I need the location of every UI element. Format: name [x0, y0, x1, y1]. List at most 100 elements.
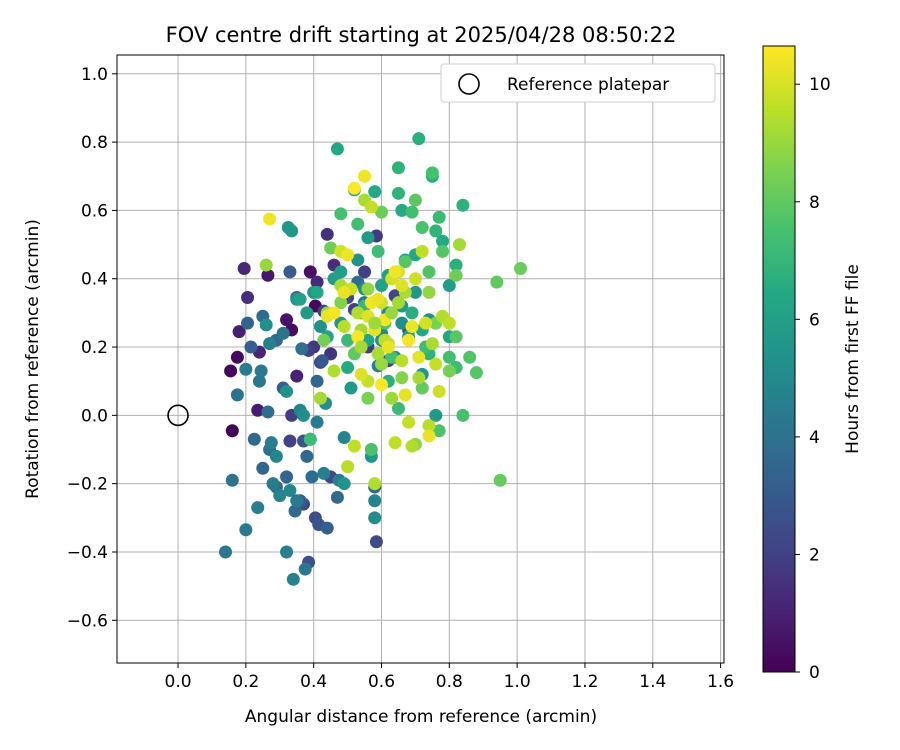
- x-tick-label: 0.4: [300, 672, 327, 692]
- data-point: [358, 169, 372, 183]
- data-point: [449, 330, 463, 344]
- x-axis-ticks: 0.0 0.2 0.4 0.6 0.8 1.0 1.2 1.4 1.6: [165, 663, 734, 692]
- data-point: [361, 391, 375, 405]
- data-point: [251, 501, 265, 515]
- data-point: [300, 306, 314, 320]
- data-point: [285, 224, 299, 238]
- colorbar-label: Hours from first FF file: [843, 264, 863, 454]
- data-point: [358, 265, 372, 279]
- chart-title: FOV centre drift starting at 2025/04/28 …: [166, 23, 677, 47]
- y-axis-ticks: −0.6 −0.4 −0.2 0.0 0.2 0.4 0.6 0.8 1.0: [67, 65, 117, 631]
- data-point: [395, 371, 409, 385]
- data-point: [286, 572, 300, 586]
- data-point: [375, 205, 389, 219]
- x-tick-label: 1.4: [639, 672, 666, 692]
- data-point: [347, 181, 361, 195]
- data-point: [276, 326, 290, 340]
- colorbar-ticks: 0 2 4 6 8 10: [795, 75, 831, 683]
- data-point: [364, 443, 378, 457]
- data-point: [368, 511, 382, 525]
- data-point: [408, 272, 422, 286]
- y-tick-label: 0.4: [81, 270, 108, 290]
- data-point: [266, 477, 280, 491]
- data-point: [225, 473, 239, 487]
- data-point: [442, 350, 456, 364]
- data-point: [456, 408, 470, 422]
- data-point: [351, 217, 365, 231]
- data-point: [391, 296, 405, 310]
- data-point: [241, 316, 255, 330]
- data-point: [317, 466, 331, 480]
- data-point: [341, 333, 355, 347]
- data-point: [261, 268, 275, 282]
- y-tick-label: 0.8: [81, 133, 108, 153]
- data-point: [239, 523, 253, 537]
- colorbar-tick-label: 6: [809, 310, 820, 330]
- data-point: [290, 494, 304, 508]
- y-tick-label: −0.6: [67, 611, 108, 631]
- data-point: [368, 185, 382, 199]
- data-point: [405, 205, 419, 219]
- plot-frame: [116, 54, 725, 664]
- data-point: [395, 279, 409, 293]
- data-point: [381, 340, 395, 354]
- data-point: [341, 460, 355, 474]
- y-tick-label: 0.6: [81, 201, 108, 221]
- data-point: [327, 306, 341, 320]
- data-point: [290, 369, 304, 383]
- data-point: [429, 224, 443, 238]
- data-point: [334, 296, 348, 310]
- data-point: [361, 231, 375, 245]
- data-point: [436, 244, 450, 258]
- data-point: [305, 470, 319, 484]
- data-point: [259, 318, 273, 332]
- data-point: [514, 261, 528, 275]
- colorbar-tick-label: 2: [809, 545, 820, 565]
- data-point: [442, 279, 456, 293]
- colorbar-tick-label: 8: [809, 193, 820, 213]
- data-point: [432, 424, 446, 438]
- data-point: [351, 306, 365, 320]
- data-point: [402, 415, 416, 429]
- data-point: [422, 265, 436, 279]
- y-axis-label: Rotation from reference (arcmin): [23, 219, 43, 499]
- data-point: [490, 275, 504, 289]
- colorbar-tick-label: 10: [809, 75, 831, 95]
- data-point: [398, 255, 412, 269]
- data-point: [375, 378, 389, 392]
- legend-label: Reference platepar: [507, 75, 669, 95]
- data-point: [463, 350, 477, 364]
- data-point: [405, 320, 419, 334]
- data-point: [415, 220, 429, 234]
- data-point: [442, 364, 456, 378]
- data-point: [295, 342, 309, 356]
- scatter-points: [167, 132, 528, 586]
- x-tick-label: 0.0: [165, 672, 192, 692]
- data-point: [419, 316, 433, 330]
- data-point: [395, 354, 409, 368]
- data-point: [251, 403, 265, 417]
- data-point: [320, 521, 334, 535]
- data-point: [337, 477, 351, 491]
- data-point: [422, 419, 436, 433]
- data-point: [244, 340, 258, 354]
- data-point: [429, 408, 443, 422]
- data-point: [280, 313, 294, 327]
- data-point: [449, 258, 463, 272]
- data-point: [391, 186, 405, 200]
- data-point: [452, 238, 466, 252]
- colorbar-tick-label: 4: [809, 428, 820, 448]
- data-point: [405, 306, 419, 320]
- x-tick-label: 0.6: [368, 672, 395, 692]
- y-tick-label: 0.2: [81, 338, 108, 358]
- data-point: [283, 484, 297, 498]
- data-point: [369, 535, 383, 549]
- data-point: [280, 545, 294, 559]
- data-point: [280, 384, 294, 398]
- data-point: [263, 212, 277, 226]
- data-point: [264, 436, 278, 450]
- data-point: [261, 405, 275, 419]
- data-point: [310, 415, 324, 429]
- data-point: [280, 470, 294, 484]
- data-point: [402, 333, 416, 347]
